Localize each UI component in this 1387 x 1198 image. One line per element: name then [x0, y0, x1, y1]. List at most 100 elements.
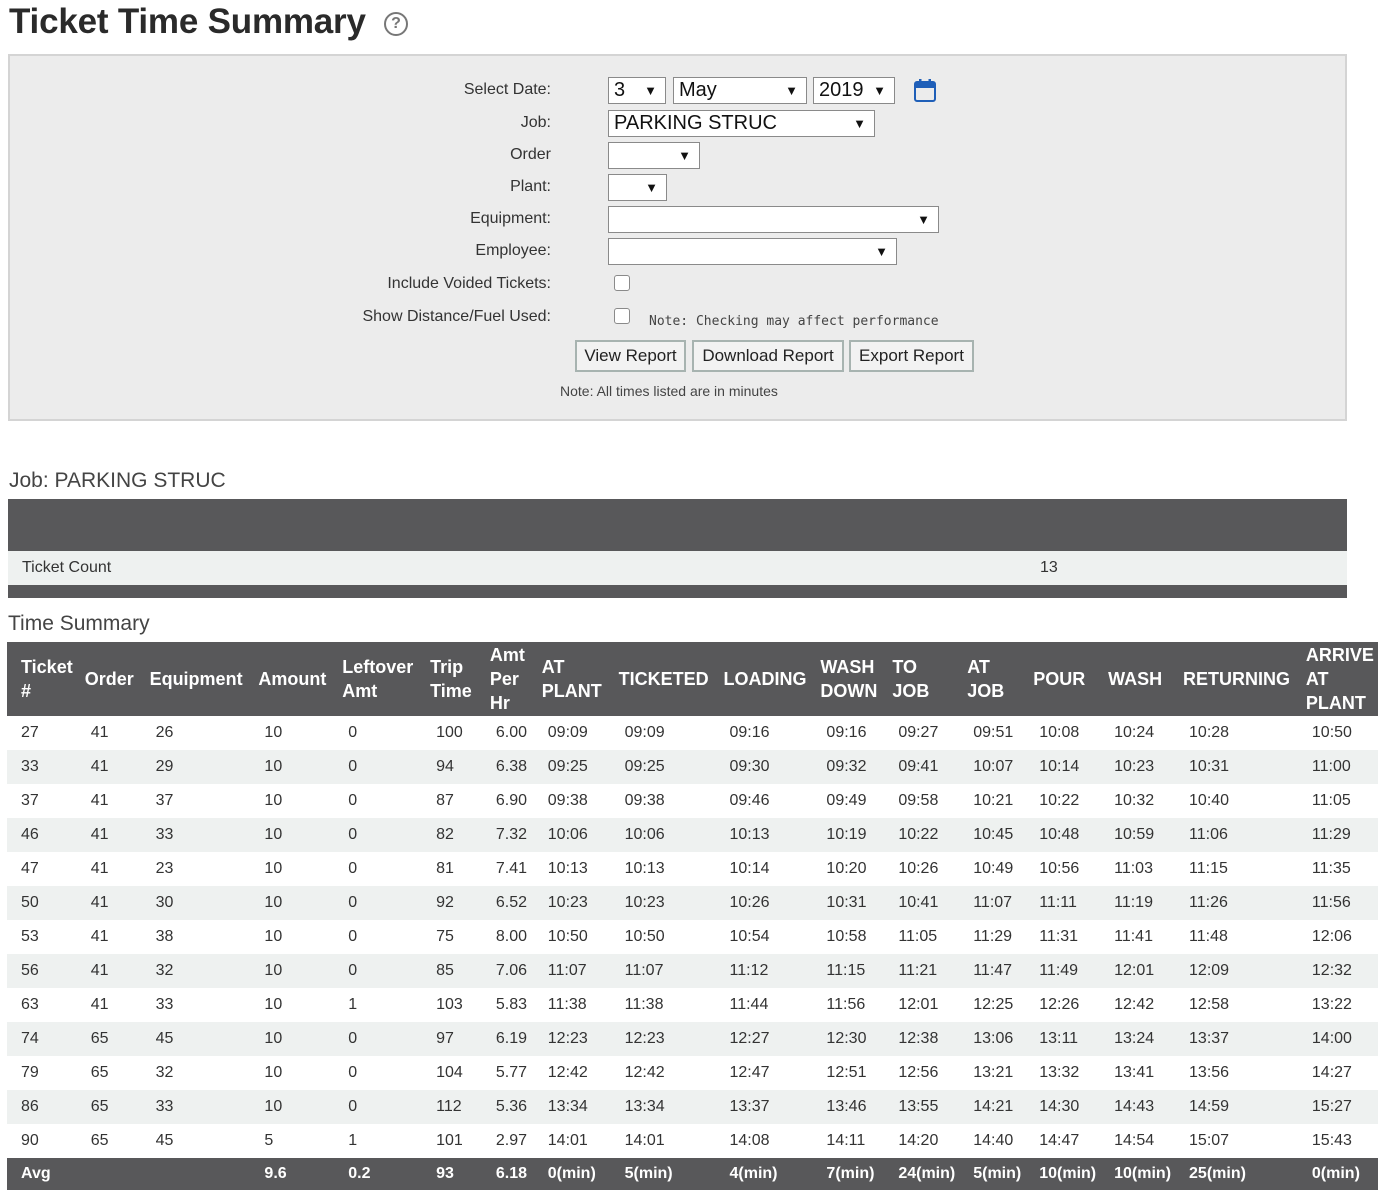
table-cell: 12:32 [1297, 954, 1378, 988]
table-cell: 6.19 [481, 1022, 534, 1056]
view-report-button[interactable]: View Report [575, 340, 686, 372]
table-cell: 86 [7, 1090, 77, 1124]
average-cell: 93 [422, 1158, 482, 1190]
table-cell: 6.52 [481, 886, 534, 920]
equipment-select[interactable]: ▼ [608, 206, 939, 233]
table-cell: 09:30 [715, 750, 813, 784]
table-cell: 10:58 [812, 920, 885, 954]
table-cell: 30 [141, 886, 251, 920]
table-cell: 2.97 [481, 1124, 534, 1158]
table-cell: 47 [7, 852, 77, 886]
table-cell: 11:00 [1297, 750, 1378, 784]
table-cell: 13:11 [1025, 1022, 1101, 1056]
month-select[interactable]: May ▼ [673, 77, 807, 104]
average-cell: 0.2 [334, 1158, 423, 1190]
table-cell: 09:25 [610, 750, 716, 784]
select-date-label: Select Date: [463, 81, 551, 98]
table-cell: 10:13 [610, 852, 716, 886]
average-cell: 6.18 [481, 1158, 534, 1190]
table-cell: 09:16 [715, 716, 813, 750]
calendar-icon[interactable] [914, 78, 936, 102]
table-cell: 09:49 [812, 784, 885, 818]
table-cell: 10:21 [959, 784, 1026, 818]
table-cell: 09:38 [533, 784, 611, 818]
table-cell: 23 [141, 852, 251, 886]
table-cell: 12:01 [884, 988, 960, 1022]
ticket-count-value: 13 [1040, 559, 1058, 576]
table-cell: 10 [250, 920, 335, 954]
table-cell: 7.06 [481, 954, 534, 988]
table-cell: 10:45 [959, 818, 1026, 852]
table-row: 46 41 33 10 0 82 7.32 10:06 10:06 10:13 10:19 10:22… [7, 818, 1378, 852]
table-cell: 11:56 [812, 988, 885, 1022]
export-report-button[interactable]: Export Report [849, 340, 974, 372]
plant-select[interactable]: ▼ [608, 174, 667, 201]
table-cell: 0 [334, 954, 423, 988]
chevron-down-icon: ▼ [917, 212, 930, 227]
table-cell: 10:23 [1100, 750, 1176, 784]
table-cell: 14:40 [959, 1124, 1026, 1158]
day-select[interactable]: 3 ▼ [608, 77, 666, 104]
table-cell: 09:46 [715, 784, 813, 818]
table-cell: 12:27 [715, 1022, 813, 1056]
year-select[interactable]: 2019 ▼ [813, 77, 895, 104]
download-report-button[interactable]: Download Report [692, 340, 844, 372]
table-row: 90 65 45 5 1 101 2.97 14:01 14:01 14:08 14:11 14:20… [7, 1124, 1378, 1158]
chevron-down-icon: ▼ [873, 83, 886, 98]
average-cell: 10(min) [1025, 1158, 1101, 1190]
table-cell: 13:34 [610, 1090, 716, 1124]
table-cell: 41 [76, 818, 142, 852]
average-cell: 5(min) [610, 1158, 716, 1190]
help-icon[interactable]: ? [384, 12, 408, 36]
table-row: 47 41 23 10 0 81 7.41 10:13 10:13 10:14 10:20 10:26… [7, 852, 1378, 886]
table-cell: 38 [141, 920, 251, 954]
table-cell: 45 [141, 1124, 251, 1158]
ticket-count-label: Ticket Count [22, 559, 112, 576]
table-cell: 10:22 [884, 818, 960, 852]
order-select[interactable]: ▼ [608, 142, 700, 169]
table-cell: 12:42 [610, 1056, 716, 1090]
table-cell: 12:42 [1100, 988, 1176, 1022]
table-cell: 10 [250, 716, 335, 750]
column-header: POUR [1025, 642, 1101, 716]
table-cell: 12:23 [533, 1022, 611, 1056]
table-cell: 14:30 [1025, 1090, 1101, 1124]
employee-select[interactable]: ▼ [608, 238, 897, 265]
include-voided-checkbox[interactable] [614, 275, 630, 291]
column-header: Order [76, 642, 142, 716]
table-cell: 10:28 [1175, 716, 1298, 750]
table-cell: 11:12 [715, 954, 813, 988]
table-cell: 13:21 [959, 1056, 1026, 1090]
table-cell: 14:47 [1025, 1124, 1101, 1158]
table-cell: 63 [7, 988, 77, 1022]
column-header: RETURNING [1175, 642, 1298, 716]
table-cell: 104 [422, 1056, 482, 1090]
table-cell: 11:29 [959, 920, 1026, 954]
job-select[interactable]: PARKING STRUC ▼ [608, 110, 875, 137]
table-cell: 29 [141, 750, 251, 784]
show-distance-label: Show Distance/Fuel Used: [362, 308, 551, 325]
show-distance-checkbox[interactable] [614, 308, 630, 324]
table-cell: 15:43 [1297, 1124, 1378, 1158]
table-cell: 11:29 [1297, 818, 1378, 852]
table-cell: 15:07 [1175, 1124, 1298, 1158]
table-cell: 1 [334, 1124, 423, 1158]
table-row: 37 41 37 10 0 87 6.90 09:38 09:38 09:46 09:49 09:58… [7, 784, 1378, 818]
table-cell: 10:49 [959, 852, 1026, 886]
table-cell: 41 [76, 852, 142, 886]
table-cell: 6.38 [481, 750, 534, 784]
average-cell: 25(min) [1175, 1158, 1298, 1190]
table-cell: 09:09 [610, 716, 716, 750]
table-cell: 33 [141, 1090, 251, 1124]
average-cell [76, 1158, 142, 1190]
chevron-down-icon: ▼ [645, 180, 658, 195]
table-cell: 0 [334, 750, 423, 784]
job-label: Job: [520, 114, 551, 131]
table-cell: 50 [7, 886, 77, 920]
table-cell: 90 [7, 1124, 77, 1158]
table-cell: 15:27 [1297, 1090, 1378, 1124]
table-cell: 46 [7, 818, 77, 852]
table-cell: 09:16 [812, 716, 885, 750]
table-cell: 12:51 [812, 1056, 885, 1090]
table-cell: 11:07 [610, 954, 716, 988]
